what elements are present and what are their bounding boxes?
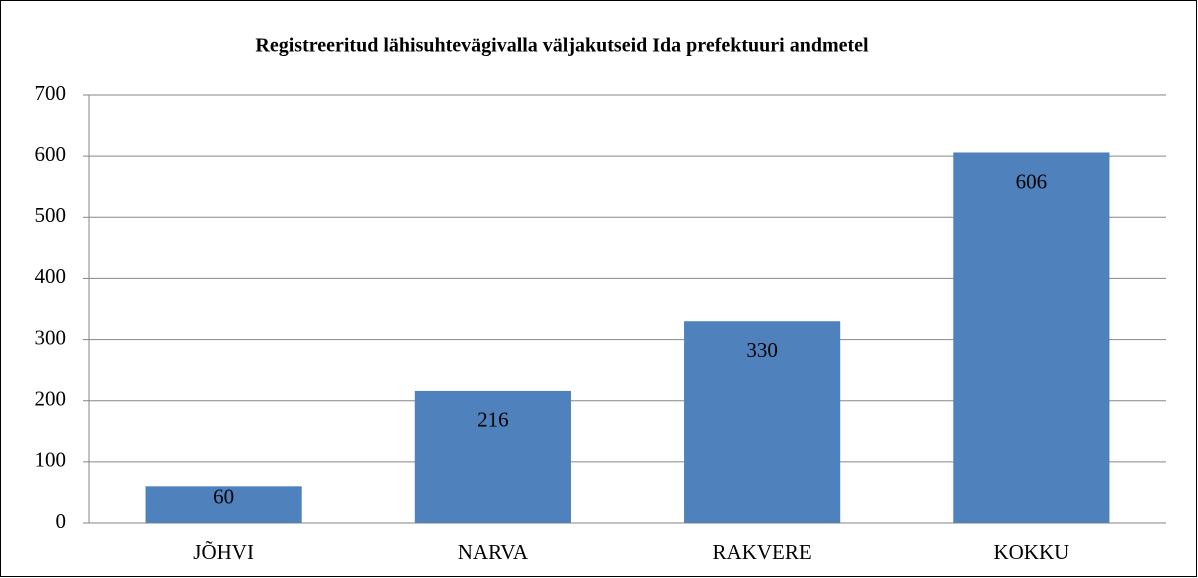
data-label: 60: [213, 484, 234, 508]
bar: [684, 321, 841, 523]
data-label: 606: [1016, 169, 1048, 193]
x-tick-label: JÕHVI: [193, 540, 254, 564]
y-tick-label: 600: [35, 142, 67, 166]
bar: [145, 486, 302, 523]
y-tick-label: 400: [35, 264, 67, 288]
data-label: 216: [477, 408, 509, 432]
bar: [414, 390, 571, 523]
y-tick-label: 200: [35, 387, 67, 411]
x-tick-label: NARVA: [458, 540, 529, 564]
x-tick-label: KOKKU: [993, 540, 1069, 564]
bar: [953, 152, 1110, 523]
y-tick-label: 300: [35, 325, 67, 349]
x-tick-label: RAKVERE: [713, 540, 812, 564]
y-tick-label: 0: [56, 509, 67, 533]
y-tick-label: 500: [35, 203, 67, 227]
chart-title: Registreeritud lähisuhtevägivalla väljak…: [255, 35, 869, 57]
data-label: 330: [746, 338, 778, 362]
y-tick-label: 700: [35, 81, 67, 105]
y-tick-label: 100: [35, 448, 67, 472]
